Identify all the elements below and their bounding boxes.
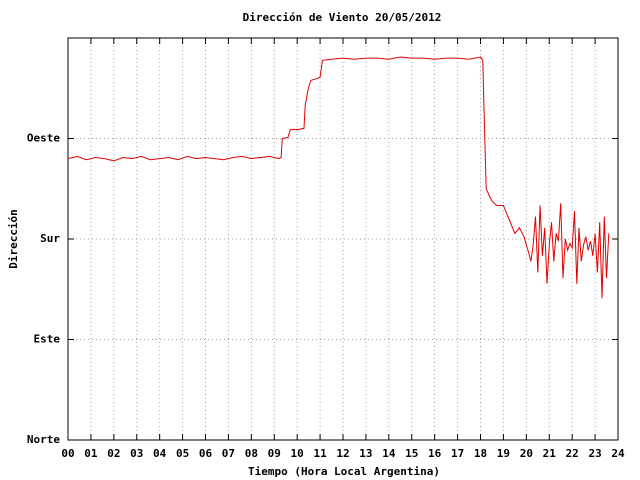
x-tick-label: 01 bbox=[84, 447, 98, 460]
x-tick-label: 12 bbox=[336, 447, 349, 460]
x-tick-label: 16 bbox=[428, 447, 442, 460]
x-tick-label: 05 bbox=[176, 447, 189, 460]
x-tick-label: 04 bbox=[153, 447, 167, 460]
y-tick-label: Sur bbox=[40, 232, 60, 245]
x-axis-label: Tiempo (Hora Local Argentina) bbox=[248, 465, 440, 478]
x-tick-label: 15 bbox=[405, 447, 418, 460]
plot-frame bbox=[67, 37, 619, 441]
x-tick-label: 07 bbox=[222, 447, 235, 460]
x-tick-label: 08 bbox=[245, 447, 258, 460]
x-tick-label: 02 bbox=[107, 447, 120, 460]
x-tick-label: 23 bbox=[588, 447, 601, 460]
x-tick-label: 09 bbox=[268, 447, 281, 460]
x-tick-label: 21 bbox=[543, 447, 557, 460]
y-tick-label: Norte bbox=[27, 433, 60, 446]
x-tick-label: 19 bbox=[497, 447, 510, 460]
x-tick-label: 14 bbox=[382, 447, 396, 460]
y-tick-label: Este bbox=[34, 333, 61, 346]
x-tick-label: 06 bbox=[199, 447, 213, 460]
x-tick-label: 24 bbox=[611, 447, 625, 460]
x-tick-label: 22 bbox=[566, 447, 579, 460]
y-tick-label: Oeste bbox=[27, 132, 60, 145]
x-tick-label: 17 bbox=[451, 447, 464, 460]
y-axis-label: Dirección bbox=[7, 209, 20, 269]
x-tick-label: 20 bbox=[520, 447, 533, 460]
data-line bbox=[67, 56, 610, 299]
chart-title: Dirección de Viento 20/05/2012 bbox=[243, 11, 442, 24]
x-tick-label: 11 bbox=[313, 447, 327, 460]
x-tick-label: 00 bbox=[61, 447, 74, 460]
x-tick-label: 18 bbox=[474, 447, 487, 460]
x-tick-label: 13 bbox=[359, 447, 372, 460]
x-tick-label: 10 bbox=[291, 447, 304, 460]
x-tick-label: 03 bbox=[130, 447, 143, 460]
